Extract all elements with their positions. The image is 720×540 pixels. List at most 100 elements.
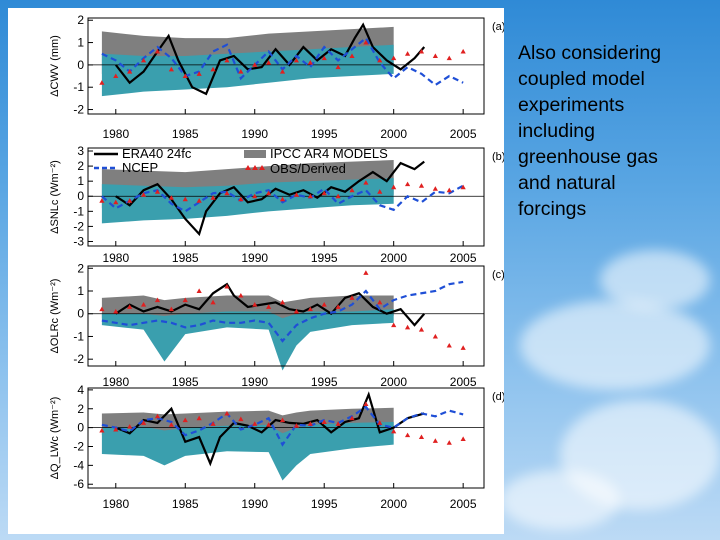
obs-marker <box>238 416 244 422</box>
panel-1 <box>87 17 485 115</box>
obs-marker <box>391 322 397 328</box>
y-tick-label: -1 <box>73 329 84 343</box>
obs-marker <box>196 198 202 203</box>
obs-marker <box>168 306 174 312</box>
ipcc-band-teal <box>101 309 394 371</box>
y-tick-label: 1 <box>77 174 84 188</box>
ipcc-band-teal <box>101 421 394 481</box>
obs-marker <box>140 192 147 197</box>
obs-marker <box>113 199 119 205</box>
obs-marker <box>168 195 174 200</box>
y-tick-label: -1 <box>73 204 84 218</box>
x-tick-label: 1990 <box>241 375 268 389</box>
panel-frame <box>87 265 485 367</box>
obs-marker <box>321 190 327 196</box>
y-tick-label: 4 <box>77 383 84 397</box>
x-tick-label: 2000 <box>380 127 407 141</box>
obs-marker <box>391 184 397 190</box>
obs-marker <box>266 190 272 196</box>
y-tick-label: -2 <box>73 439 84 453</box>
x-tick-label: 1980 <box>102 375 129 389</box>
x-tick-label: 1995 <box>311 251 338 265</box>
panel-frame <box>87 147 485 247</box>
obs-marker <box>293 57 300 63</box>
obs-marker <box>113 426 119 432</box>
obs-marker <box>210 66 216 72</box>
obs-marker <box>182 417 188 423</box>
slide-caption: Also considering coupled model experimen… <box>518 42 662 220</box>
obs-marker <box>238 292 244 298</box>
obs-marker <box>335 64 341 70</box>
obs-marker <box>321 419 327 424</box>
obs-marker <box>154 189 161 194</box>
y-tick-label: -2 <box>73 103 84 117</box>
obs-marker <box>321 302 327 307</box>
y-axis-label: ΔCWV (mm) <box>49 35 61 97</box>
panel-label: (b) <box>492 151 504 163</box>
obs-marker <box>113 308 119 314</box>
panel-3 <box>87 265 485 371</box>
obs-marker <box>446 187 452 193</box>
x-tick-label: 2000 <box>380 251 407 265</box>
ncep-line <box>101 280 464 343</box>
obs-marker <box>279 196 286 202</box>
y-tick-label: 2 <box>77 13 84 27</box>
obs-marker <box>140 302 147 307</box>
x-tick-label: 2005 <box>450 251 477 265</box>
obs-marker <box>404 181 411 187</box>
obs-marker <box>418 327 425 332</box>
obs-marker <box>307 193 313 199</box>
x-tick-label: 1980 <box>102 251 129 265</box>
obs-marker <box>99 80 105 85</box>
panel-label: (c) <box>492 269 504 281</box>
obs-marker <box>446 55 452 61</box>
obs-marker <box>363 401 369 407</box>
x-tick-label: 1985 <box>172 127 199 141</box>
y-axis-label: ΔQ_LWc (Wm⁻²) <box>49 397 61 480</box>
obs-marker <box>293 423 300 428</box>
obs-marker <box>377 189 383 194</box>
obs-marker <box>335 304 341 309</box>
x-tick-label: 1990 <box>241 251 268 265</box>
obs-marker <box>196 415 202 421</box>
y-tick-label: -6 <box>73 477 84 491</box>
obs-marker <box>252 421 258 426</box>
y-axis-label: ΔOLRc (Wm⁻²) <box>49 279 61 354</box>
obs-marker <box>266 422 272 427</box>
obs-marker <box>99 427 105 433</box>
obs-marker <box>224 410 230 416</box>
obs-marker <box>377 57 383 63</box>
x-tick-label: 1985 <box>172 251 199 265</box>
y-tick-label: -4 <box>73 458 84 472</box>
obs-marker <box>293 308 300 314</box>
obs-marker <box>127 424 133 429</box>
y-tick-label: 0 <box>77 307 84 321</box>
obs-marker <box>377 299 383 305</box>
obs-marker <box>293 192 300 197</box>
y-tick-label: 2 <box>77 402 84 416</box>
y-tick-label: 0 <box>77 421 84 435</box>
legend-ipcc-swatch <box>244 150 266 158</box>
obs-marker <box>182 297 188 303</box>
panel-4 <box>87 387 485 489</box>
legend-obs-marker <box>252 165 258 170</box>
panel-frame <box>87 387 485 489</box>
legend-ncep-label: NCEP <box>122 160 158 175</box>
obs-marker <box>266 304 272 309</box>
y-tick-label: 0 <box>77 189 84 203</box>
obs-marker <box>363 39 369 45</box>
obs-marker <box>99 306 105 312</box>
obs-marker <box>349 415 355 421</box>
obs-marker <box>224 57 230 63</box>
obs-marker <box>418 434 425 440</box>
obs-marker <box>432 53 438 58</box>
obs-marker <box>418 183 425 188</box>
obs-marker <box>404 324 411 330</box>
panel-label: (d) <box>492 391 504 403</box>
obs-marker <box>432 438 438 443</box>
x-tick-label: 1985 <box>172 375 199 389</box>
y-tick-label: 2 <box>77 261 84 275</box>
obs-marker <box>349 295 355 300</box>
obs-marker <box>391 428 397 434</box>
obs-marker <box>307 421 313 426</box>
